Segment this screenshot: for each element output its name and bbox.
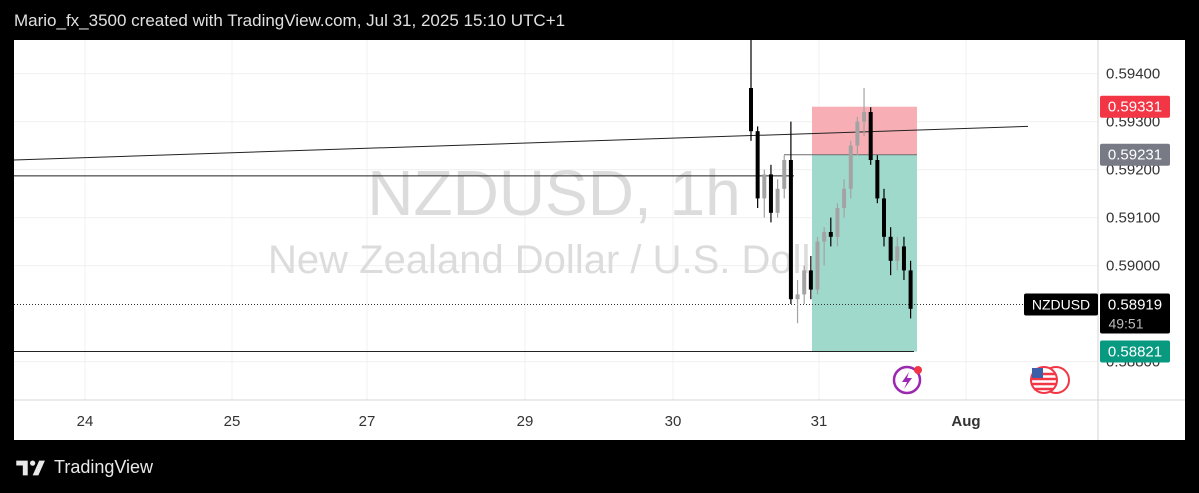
svg-text:0.59231: 0.59231 <box>1108 147 1162 164</box>
price-tick-label: 0.59000 <box>1106 258 1160 275</box>
svg-text:49:51: 49:51 <box>1108 315 1143 331</box>
time-tick-label: Aug <box>951 413 980 430</box>
candle <box>815 236 820 295</box>
candle-body <box>835 208 840 237</box>
candle <box>855 116 860 156</box>
candle <box>802 265 807 304</box>
candle <box>882 188 886 247</box>
chart-caption: Mario_fx_3500 created with TradingView.c… <box>14 11 566 30</box>
svg-text:NZDUSD: NZDUSD <box>1032 296 1090 312</box>
svg-text:0.59331: 0.59331 <box>1108 99 1162 116</box>
candle <box>768 164 773 223</box>
candle-body <box>875 160 880 199</box>
candle-body <box>822 232 827 242</box>
brand-name: TradingView <box>54 457 154 477</box>
time-tick-label: 25 <box>224 413 241 430</box>
stop-loss-price-label: 0.59331 <box>1100 95 1170 118</box>
candle <box>782 155 787 199</box>
candle-body <box>755 131 760 199</box>
candle <box>775 179 780 218</box>
price-tick-label: 0.59200 <box>1106 162 1160 179</box>
chart-frame[interactable]: NZDUSD, 1h New Zealand Dollar / U.S. Dol… <box>13 40 1185 440</box>
price-chart[interactable]: NZDUSD, 1h New Zealand Dollar / U.S. Dol… <box>13 40 1185 440</box>
candle <box>901 236 906 280</box>
candle <box>828 217 833 247</box>
candle-body <box>782 160 787 189</box>
candle <box>862 88 867 136</box>
candle <box>908 260 913 319</box>
candle-body <box>775 188 780 213</box>
candle <box>875 155 880 204</box>
candle-body <box>888 236 893 261</box>
candle-body <box>815 241 820 290</box>
candle <box>795 280 800 324</box>
candle <box>835 203 840 247</box>
take-profit-price-label: 0.58821 <box>1100 340 1170 363</box>
entry-price-label: 0.59231 <box>1100 143 1170 166</box>
candle-body <box>868 112 873 160</box>
tradingview-logo-icon <box>16 459 45 475</box>
candle <box>749 40 753 141</box>
candle <box>755 126 760 208</box>
candle-body <box>802 270 807 295</box>
candle-body <box>848 145 853 189</box>
candle <box>842 179 847 218</box>
candle-body <box>842 188 847 208</box>
footer-brand: TradingView <box>16 457 153 478</box>
candle-body <box>855 121 860 146</box>
candle-body <box>862 112 867 122</box>
current-price-label: NZDUSD 0.58919 49:51 <box>1024 293 1170 334</box>
candle-body <box>795 294 800 300</box>
price-tick-label: 0.59100 <box>1106 210 1160 227</box>
candle-body <box>762 174 767 199</box>
time-tick-label: 24 <box>77 413 94 430</box>
candle-body <box>768 174 773 213</box>
price-tick-label: 0.59300 <box>1106 114 1160 131</box>
candle-body <box>749 88 753 132</box>
candle <box>888 227 893 276</box>
svg-text:0.58821: 0.58821 <box>1108 344 1162 361</box>
candle <box>788 121 793 304</box>
time-tick-label: 31 <box>811 413 828 430</box>
candle-body <box>882 198 886 237</box>
take-profit-zone[interactable] <box>812 154 917 352</box>
candle-body <box>788 160 793 300</box>
candle <box>762 169 767 218</box>
candle <box>868 107 873 165</box>
time-tick-label: 27 <box>359 413 376 430</box>
time-tick-label: 29 <box>517 413 534 430</box>
price-tick-label: 0.59400 <box>1106 66 1160 83</box>
svg-text:0.58919: 0.58919 <box>1108 296 1162 313</box>
candle-body <box>828 232 833 237</box>
time-tick-label: 30 <box>665 413 682 430</box>
candle-body <box>908 270 913 309</box>
watermark-symbol: NZDUSD, 1h <box>367 157 740 229</box>
candle-body <box>895 246 900 261</box>
candle <box>808 256 813 300</box>
candle-body <box>808 270 813 290</box>
candle <box>895 236 900 271</box>
candle <box>822 227 827 266</box>
time-axis[interactable]: 24 25 27 29 30 31 Aug <box>77 413 981 430</box>
us-flag-event-icon[interactable] <box>1030 366 1070 394</box>
candle-body <box>901 246 906 271</box>
candle <box>848 140 853 199</box>
candles <box>749 40 913 324</box>
lightning-indicator-icon[interactable] <box>892 365 922 395</box>
watermark-description: New Zealand Dollar / U.S. Dollar <box>268 238 846 282</box>
